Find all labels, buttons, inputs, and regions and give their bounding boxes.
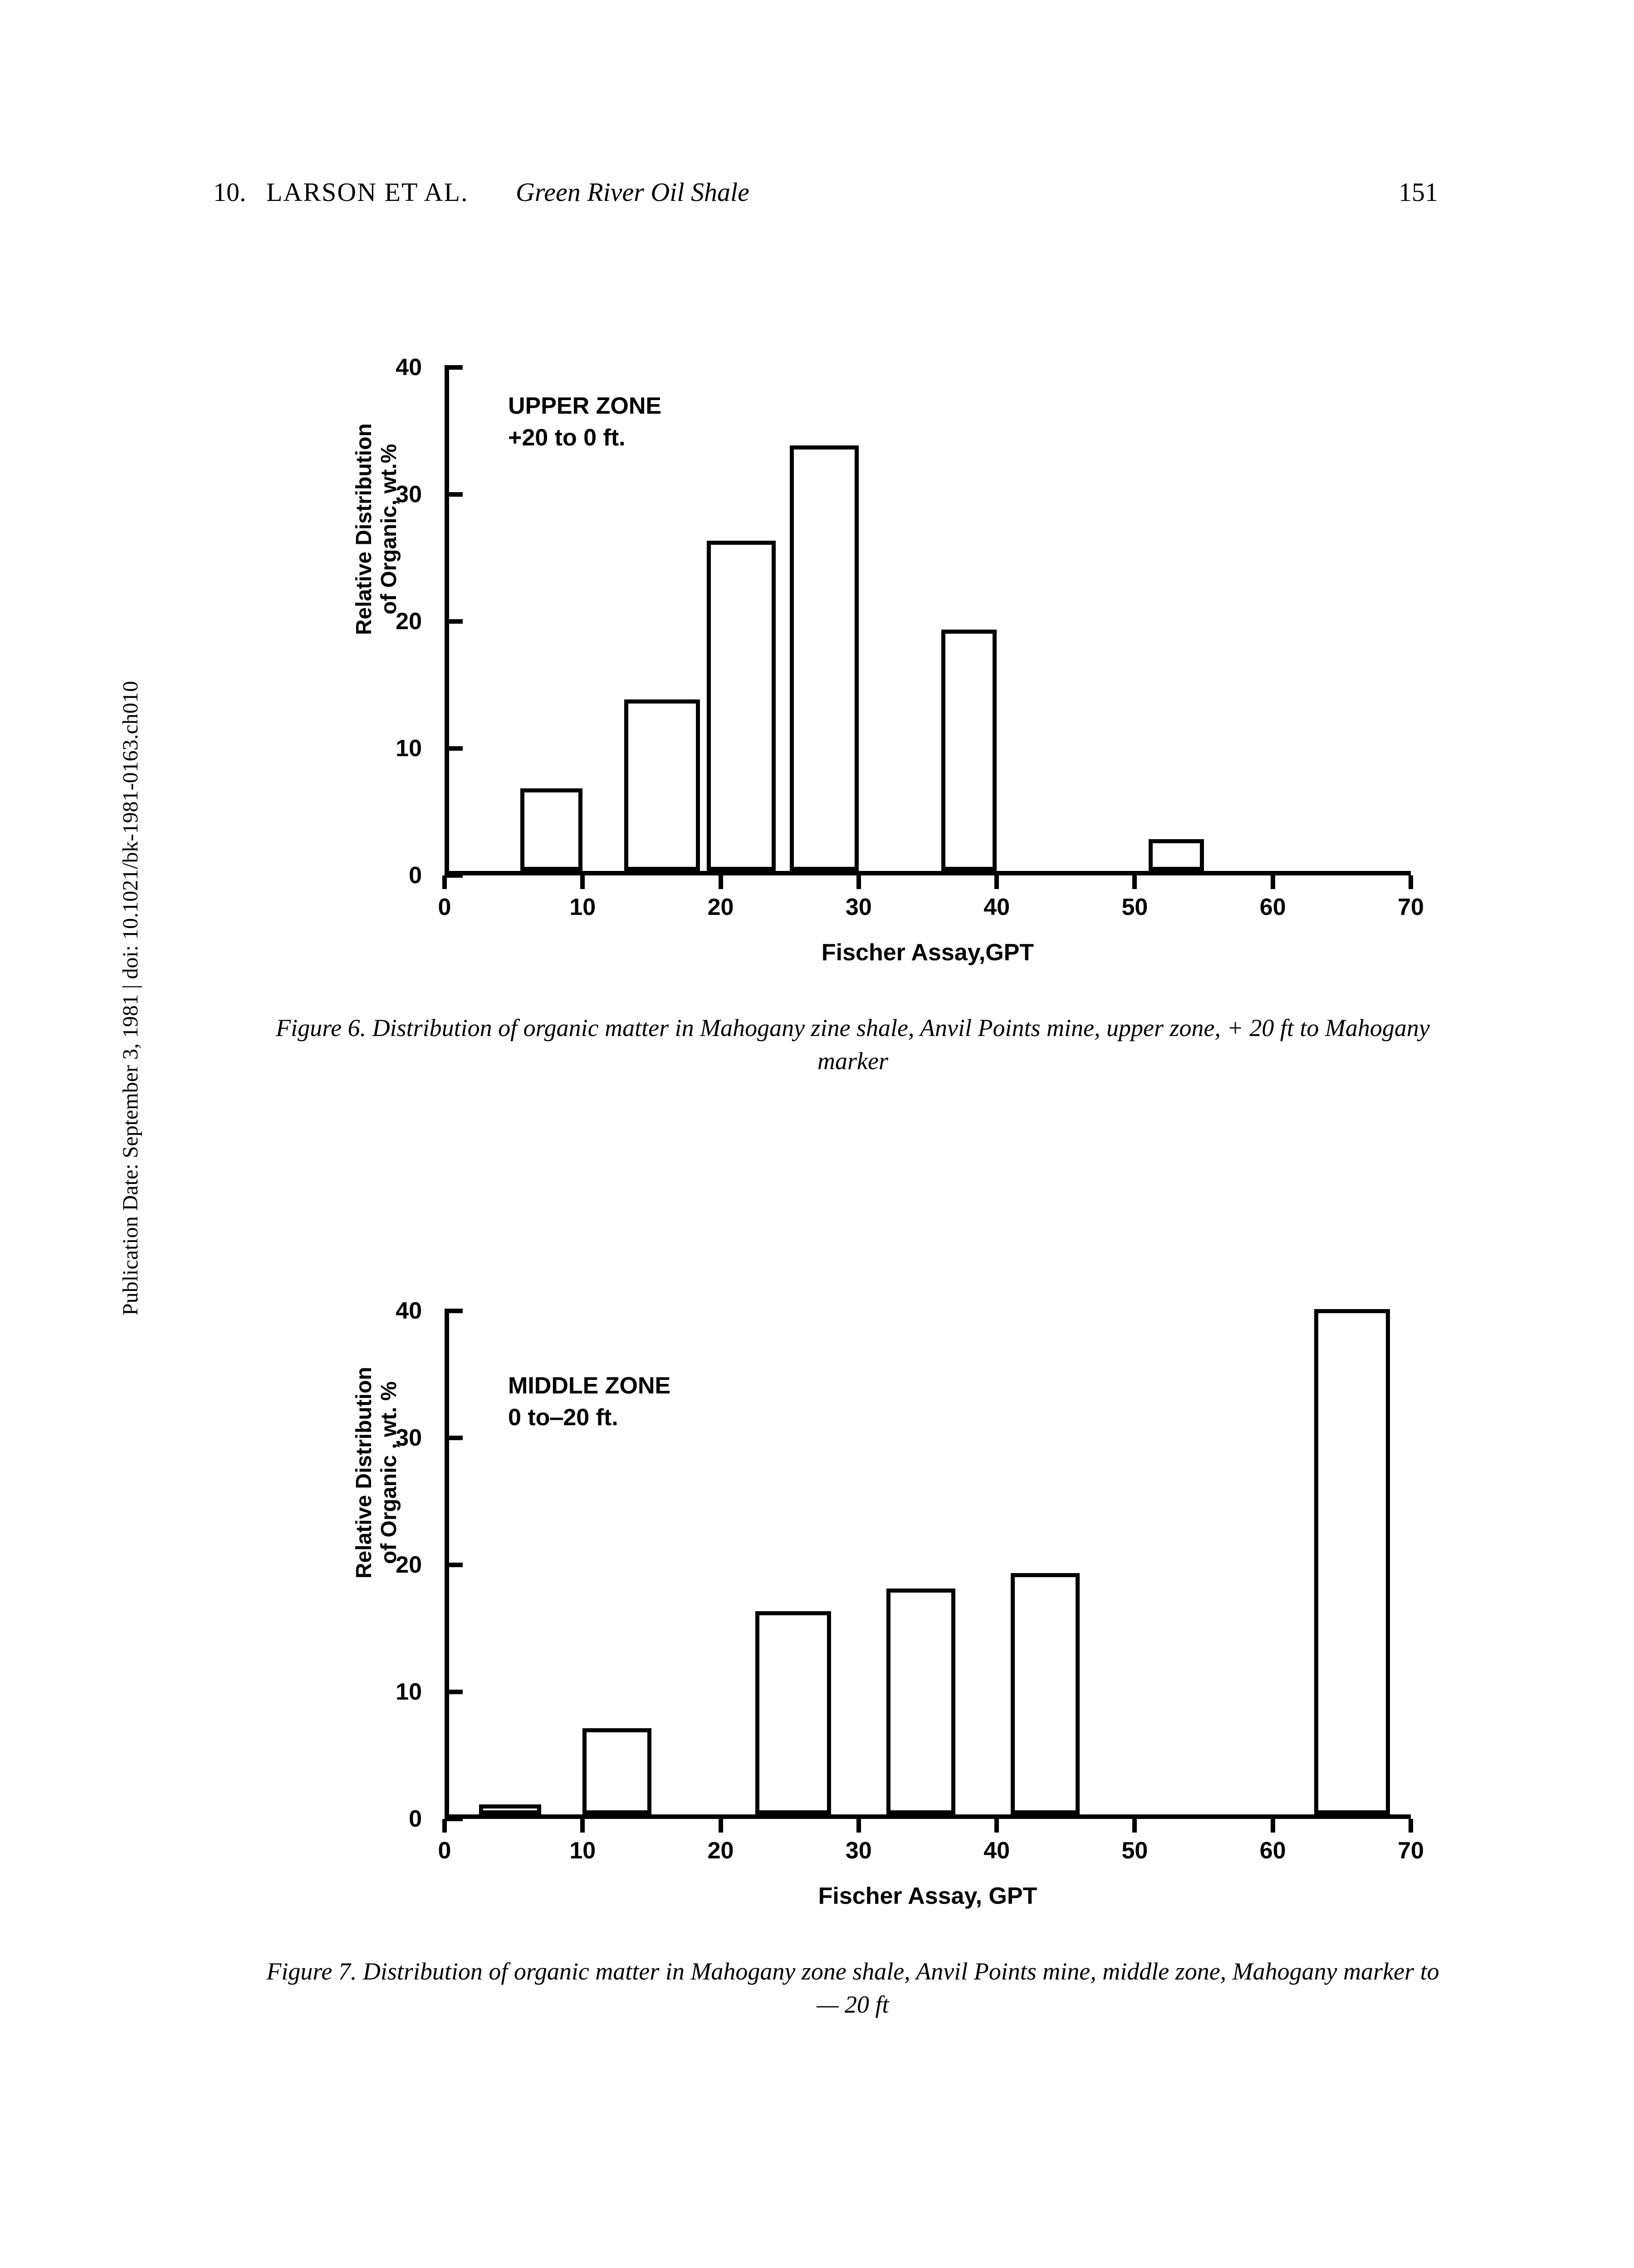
figure-7-caption: Figure 7. Distribution of organic matter… [254,1955,1452,2021]
x-tick-label: 50 [1122,894,1148,921]
x-tick-label: 70 [1398,1837,1424,1864]
chart-bar [790,445,859,871]
x-tick-label: 40 [983,1837,1010,1864]
y-tick [445,746,463,751]
x-tick [1409,875,1413,889]
x-tick [1271,1819,1275,1833]
figure-7-zone-label: MIDDLE ZONE 0 to‒20 ft. [508,1370,670,1433]
x-tick-label: 20 [708,1837,734,1864]
y-tick-label: 30 [396,481,422,508]
x-tick-label: 40 [983,894,1010,921]
header-authors: LARSON ET AL. [266,177,468,207]
figure-6-caption: Figure 6. Distribution of organic matter… [254,1012,1452,1078]
figure-7-chart: Relative Distribution of Organic , wt. %… [327,1288,1452,1914]
x-tick-label: 60 [1260,1837,1286,1864]
chart-bar [1149,839,1204,871]
figure-7: Relative Distribution of Organic , wt. %… [254,1288,1452,2021]
chart-bar [1011,1573,1080,1814]
x-tick [580,875,585,889]
x-tick [1132,875,1137,889]
x-tick-label: 30 [846,1837,872,1864]
x-tick [442,875,447,889]
chart-bar [582,1728,651,1814]
running-head: 10. LARSON ET AL. Green River Oil Shale … [213,177,1438,207]
chart-bar [755,1611,831,1814]
x-tick [1132,1819,1137,1833]
x-tick [442,1819,447,1833]
x-tick-label: 0 [438,894,451,921]
figure-7-plot: MIDDLE ZONE 0 to‒20 ft. 0102030400102030… [445,1311,1411,1819]
y-tick-label: 40 [396,1297,422,1325]
x-tick-label: 10 [569,1837,596,1864]
chart-bar [520,788,582,871]
chapter-number: 10. [213,177,246,207]
y-tick-label: 10 [396,1678,422,1706]
y-tick-label: 30 [396,1424,422,1452]
x-tick [856,875,861,889]
page: 10. LARSON ET AL. Green River Oil Shale … [0,0,1634,2268]
y-tick-label: 0 [409,1805,422,1833]
y-tick-label: 20 [396,1551,422,1579]
x-tick-label: 70 [1398,894,1424,921]
x-tick-label: 30 [846,894,872,921]
figure-6-xlabel: Fischer Assay,GPT [445,939,1411,966]
y-tick [445,365,463,370]
y-tick-label: 40 [396,354,422,381]
x-tick [719,1819,723,1833]
y-tick [445,1436,463,1440]
chart-bar [479,1804,541,1814]
side-publication-note: Publication Date: September 3, 1981 | do… [118,681,143,1315]
page-number: 151 [1399,177,1438,207]
header-title: Green River Oil Shale [516,177,749,207]
y-tick-label: 0 [409,862,422,889]
x-tick [719,875,723,889]
x-tick-label: 20 [708,894,734,921]
figure-6-chart: Relative Distribution of Organic, wt.% U… [327,345,1452,971]
x-axis [445,871,1411,875]
chart-bar [886,1589,955,1814]
x-tick [994,1819,999,1833]
x-axis [445,1814,1411,1819]
chart-bar [707,541,776,871]
x-tick-label: 50 [1122,1837,1148,1864]
x-tick [856,1819,861,1833]
chart-bar [624,699,700,871]
y-tick [445,1563,463,1567]
y-tick [445,492,463,497]
figure-6: Relative Distribution of Organic, wt.% U… [254,345,1452,1078]
figure-6-plot: UPPER ZONE +20 to 0 ft. 0102030400102030… [445,367,1411,875]
x-tick [580,1819,585,1833]
chart-bar [941,630,997,871]
y-tick [445,1690,463,1694]
figure-6-ylabel: Relative Distribution of Organic, wt.% [352,423,401,635]
x-tick [994,875,999,889]
y-tick-label: 10 [396,735,422,762]
y-tick-label: 20 [396,608,422,635]
chart-bar [1314,1309,1390,1814]
figure-6-zone-label: UPPER ZONE +20 to 0 ft. [508,390,661,454]
figure-7-ylabel: Relative Distribution of Organic , wt. % [352,1367,401,1579]
x-tick [1409,1819,1413,1833]
figure-7-xlabel: Fischer Assay, GPT [445,1882,1411,1910]
y-tick [445,1817,463,1821]
x-tick-label: 0 [438,1837,451,1864]
y-tick [445,1309,463,1313]
x-tick-label: 60 [1260,894,1286,921]
x-tick-label: 10 [569,894,596,921]
x-tick [1271,875,1275,889]
y-tick [445,873,463,878]
y-tick [445,619,463,624]
